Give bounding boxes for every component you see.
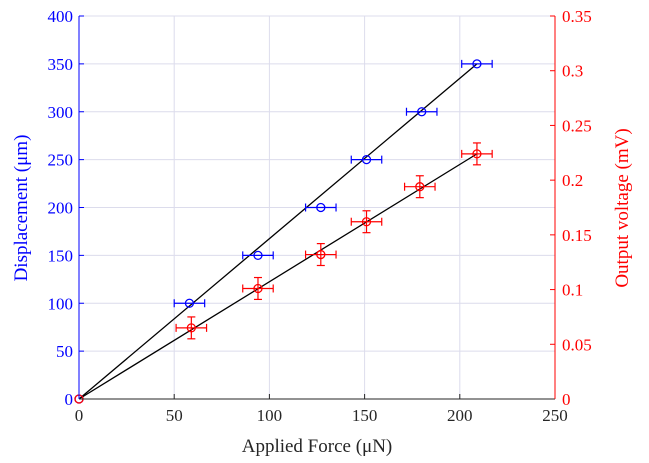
series-1-point — [242, 276, 274, 301]
y-right-tick-label: 0.2 — [562, 171, 583, 190]
fit-lines — [78, 63, 478, 400]
series-0-point — [242, 250, 274, 261]
data-point-marker — [417, 107, 427, 117]
y-left-tick-label: 150 — [48, 246, 74, 265]
y-left-tick-label: 400 — [48, 7, 74, 26]
y-right-tick-label: 0.15 — [562, 226, 592, 245]
series-0-point — [405, 107, 438, 117]
y-right-tick-label: 0 — [562, 390, 571, 409]
series-0-point — [350, 154, 383, 165]
data-point-marker — [253, 283, 263, 294]
y-right-tick-label: 0.1 — [562, 281, 583, 300]
series-1-point — [304, 243, 337, 267]
axes — [78, 15, 556, 400]
y-left-tick-label: 50 — [56, 342, 73, 361]
data-point-marker — [186, 323, 196, 333]
data-point-marker — [316, 202, 326, 213]
series-1-point — [175, 316, 208, 340]
y-left-axis-label: Displacement (μm) — [11, 135, 32, 282]
series-1-point — [350, 210, 383, 234]
x-tick-label: 100 — [257, 406, 283, 425]
data-point-marker — [472, 59, 482, 69]
x-tick-label: 50 — [166, 406, 183, 425]
data-point-marker — [184, 298, 195, 308]
y-left-tick-label: 350 — [48, 55, 74, 74]
fit-line-0 — [78, 63, 478, 400]
y-left-tick-label: 200 — [48, 199, 74, 218]
data-point-marker — [472, 149, 482, 159]
series-1-point — [461, 142, 493, 166]
data-point-marker — [361, 217, 372, 227]
y-right-tick-label: 0.25 — [562, 116, 592, 135]
x-tick-label: 0 — [75, 406, 84, 425]
y-left-tick-label: 300 — [48, 103, 74, 122]
x-tick-label: 150 — [352, 406, 378, 425]
x-tick-label: 250 — [542, 406, 568, 425]
data-points — [74, 59, 493, 404]
y-left-tick-label: 0 — [65, 390, 74, 409]
x-axis-label: Applied Force (μN) — [242, 436, 393, 457]
y-right-tick-label: 0.35 — [562, 7, 592, 26]
tick-labels: 0 50 100 150 200 2500501001502002503003504000… — [48, 7, 592, 425]
y-right-tick-label: 0.05 — [562, 335, 592, 354]
data-point-marker — [253, 250, 263, 261]
series-0-point — [304, 202, 337, 213]
y-right-axis-label: Output voltage (mV) — [612, 128, 633, 287]
y-right-tick-label: 0.3 — [562, 62, 583, 81]
series-1-point — [403, 175, 436, 199]
data-point-marker — [415, 182, 425, 192]
series-0-point — [461, 59, 493, 69]
y-left-tick-label: 100 — [48, 294, 74, 313]
x-tick-label: 200 — [447, 406, 473, 425]
data-point-marker — [361, 154, 372, 165]
y-left-tick-label: 250 — [48, 151, 74, 170]
series-0-point — [173, 298, 206, 308]
data-point-marker — [316, 249, 326, 260]
fit-line-1 — [78, 153, 478, 400]
